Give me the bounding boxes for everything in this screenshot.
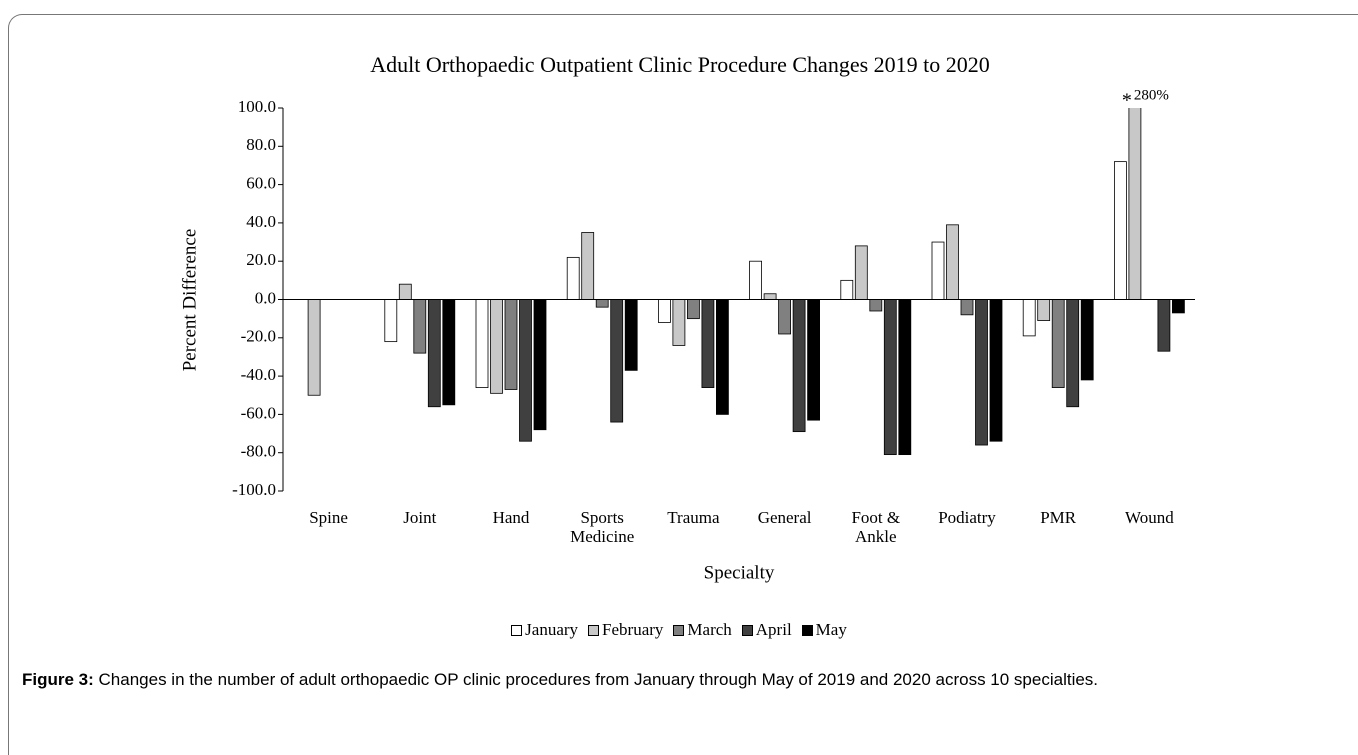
bar	[519, 299, 532, 442]
page: Adult Orthopaedic Outpatient Clinic Proc…	[0, 14, 1358, 755]
bar	[307, 299, 321, 396]
chart: Adult Orthopaedic Outpatient Clinic Proc…	[179, 52, 1195, 583]
bar	[581, 232, 595, 300]
caption-label: Figure 3:	[22, 670, 94, 689]
bar	[1080, 299, 1094, 381]
legend-item: January	[511, 620, 578, 640]
bar	[716, 299, 729, 415]
bar	[413, 299, 427, 354]
y-tick-label: -80.0	[241, 442, 276, 461]
bar	[883, 299, 897, 456]
y-tick-label: -20.0	[241, 327, 276, 346]
bar	[807, 299, 820, 421]
bar	[624, 299, 638, 371]
legend-label: May	[815, 620, 847, 639]
legend: January February March April May	[0, 620, 1358, 640]
caption-text: Changes in the number of adult orthopaed…	[98, 670, 1099, 689]
y-tick-label: 80.0	[246, 135, 276, 154]
bar	[975, 299, 988, 446]
x-tick-label: Joint	[403, 508, 437, 527]
frame	[8, 14, 1358, 755]
legend-label: February	[602, 620, 664, 639]
bar	[427, 299, 441, 408]
bar	[490, 299, 503, 394]
y-tick-label: 0.0	[255, 288, 276, 307]
x-tick-label: Trauma	[667, 508, 720, 527]
x-tick-label: General	[757, 508, 812, 527]
y-axis-title: Percent Difference	[179, 229, 200, 372]
legend-swatch	[801, 624, 813, 636]
bar	[869, 299, 883, 312]
bar	[504, 299, 518, 390]
bar	[1037, 299, 1051, 321]
x-tick-label: Podiatry	[938, 508, 996, 527]
bar	[1172, 299, 1185, 314]
annotation: *	[1122, 90, 1132, 112]
bar	[931, 241, 945, 300]
x-tick-label: Foot & Ankle	[851, 508, 901, 546]
x-tick-label: Wound	[1125, 508, 1174, 527]
x-tick-label: Spine	[309, 508, 348, 527]
y-tick-label: -100.0	[232, 480, 276, 499]
bar	[398, 283, 412, 300]
bar	[701, 299, 715, 388]
bar	[1128, 108, 1142, 300]
bar	[778, 299, 791, 335]
x-tick-label: PMR	[1040, 508, 1077, 527]
bar	[384, 299, 398, 343]
x-tick-label: Sports Medicine	[570, 508, 635, 546]
bar	[566, 256, 580, 300]
bar	[475, 299, 489, 388]
x-axis-title: Specialty	[704, 562, 775, 583]
bar	[533, 299, 547, 431]
bar	[1051, 299, 1065, 388]
legend-swatch	[588, 624, 600, 636]
bar	[1114, 161, 1127, 300]
bar	[442, 299, 456, 406]
legend-item: May	[801, 620, 847, 640]
bar	[898, 299, 912, 456]
bar	[840, 279, 854, 300]
caption: Figure 3: Changes in the number of adult…	[22, 667, 1342, 693]
bar	[672, 299, 686, 346]
bar	[763, 293, 777, 300]
y-tick-label: -40.0	[241, 365, 276, 384]
legend-item: March	[673, 620, 732, 640]
y-tick-label: 60.0	[246, 174, 276, 193]
bar	[946, 224, 959, 300]
legend-label: April	[755, 620, 792, 639]
legend-item: April	[741, 620, 792, 640]
y-tick-label: -60.0	[241, 403, 276, 422]
bar	[595, 299, 609, 308]
legend-swatch	[673, 624, 685, 636]
value-label: 280%	[1134, 87, 1169, 103]
chart-title: Adult Orthopaedic Outpatient Clinic Proc…	[370, 52, 990, 77]
y-tick-label: 100.0	[238, 97, 276, 116]
bars	[307, 108, 1185, 456]
bar	[1157, 299, 1171, 352]
bar	[960, 299, 974, 316]
legend-label: January	[525, 620, 579, 639]
bar	[1066, 299, 1080, 408]
bar	[687, 299, 700, 320]
bar	[749, 260, 762, 300]
bar	[989, 299, 1003, 442]
x-tick-label: Hand	[492, 508, 530, 527]
legend-item: February	[588, 620, 663, 640]
legend-swatch	[741, 624, 753, 636]
legend-label: March	[687, 620, 732, 639]
bar	[610, 299, 624, 423]
legend-swatch	[511, 624, 523, 636]
bar	[1022, 299, 1036, 337]
bar	[854, 245, 868, 300]
y-tick-label: 40.0	[246, 212, 276, 231]
bar	[792, 299, 806, 433]
bar	[658, 299, 671, 323]
y-tick-label: 20.0	[246, 250, 276, 269]
